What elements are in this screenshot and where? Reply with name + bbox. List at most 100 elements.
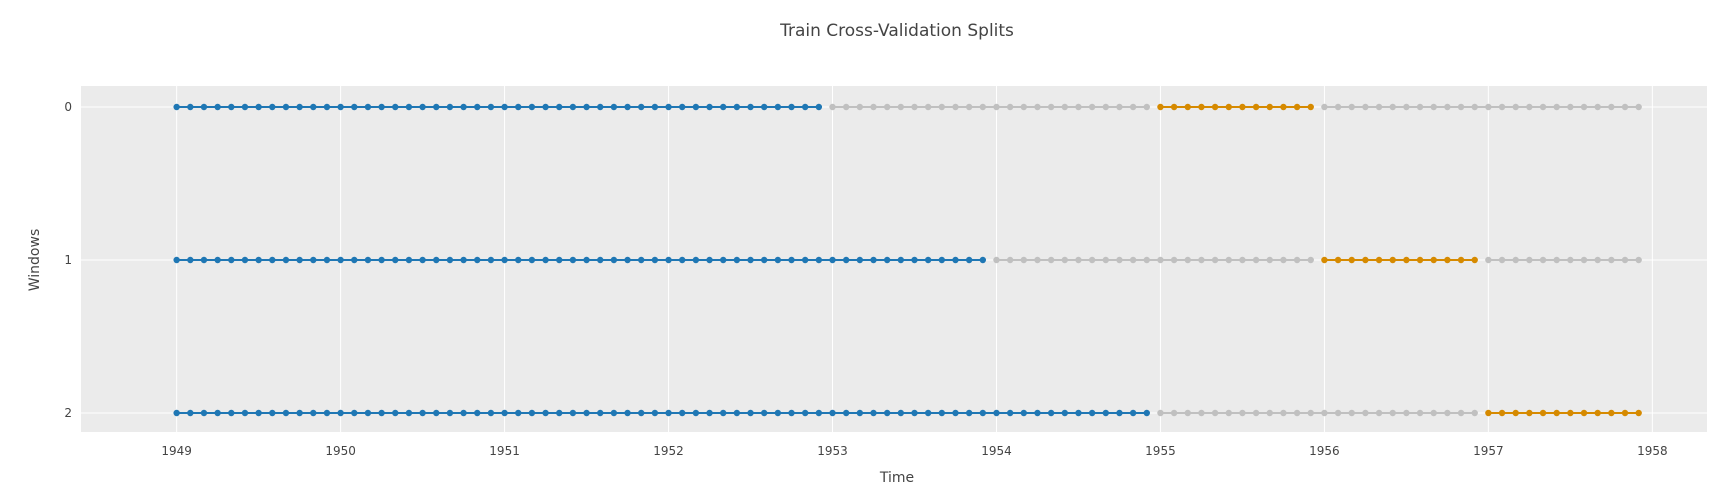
unused-point	[1047, 256, 1055, 264]
validation-point	[1307, 103, 1314, 111]
train-point	[638, 103, 645, 111]
train-point	[747, 103, 754, 111]
window-0-series	[173, 103, 1642, 111]
train-point	[1116, 409, 1123, 417]
train-point	[651, 409, 659, 417]
train-point	[720, 256, 727, 264]
train-point	[405, 256, 413, 264]
unused-point	[1321, 409, 1328, 417]
x-tick-label: 1955	[1145, 444, 1176, 458]
train-point	[528, 256, 536, 264]
validation-point	[1430, 256, 1437, 264]
train-point	[542, 409, 549, 417]
train-point	[911, 409, 918, 417]
train-point	[720, 103, 727, 111]
unused-point	[1157, 256, 1164, 264]
unused-point	[1061, 256, 1068, 264]
train-point	[651, 256, 659, 264]
train-point	[214, 256, 221, 264]
train-point	[788, 409, 795, 417]
train-point	[597, 103, 604, 111]
x-axis-ticks: 1949 1950 1951 1952 1953 1954 1955 1956 1957 1958	[161, 444, 1667, 458]
train-point	[282, 256, 290, 264]
unused-point	[1608, 256, 1615, 264]
train-point	[296, 256, 303, 264]
unused-point	[1307, 256, 1314, 264]
train-point	[774, 256, 782, 264]
unused-point	[1621, 103, 1629, 111]
train-point	[556, 409, 563, 417]
y-tick-label: 0	[64, 100, 72, 114]
unused-point	[1444, 409, 1451, 417]
train-point	[801, 103, 809, 111]
train-point	[460, 103, 467, 111]
train-point	[405, 103, 413, 111]
train-point	[583, 103, 590, 111]
train-point	[760, 256, 768, 264]
unused-point	[1567, 256, 1574, 264]
unused-point	[1362, 409, 1369, 417]
train-point	[323, 256, 331, 264]
train-point	[856, 409, 864, 417]
train-point	[870, 409, 877, 417]
train-point	[692, 256, 700, 264]
y-axis-label: Windows	[27, 229, 43, 292]
unused-point	[1635, 256, 1642, 264]
train-point	[378, 409, 385, 417]
unused-point	[829, 103, 836, 111]
train-point	[733, 103, 741, 111]
unused-point	[1034, 256, 1041, 264]
x-tick-label: 1958	[1637, 444, 1668, 458]
train-point	[720, 409, 727, 417]
validation-point	[1252, 103, 1260, 111]
y-axis-ticks: 0 1 2	[64, 100, 72, 420]
unused-point	[1403, 409, 1410, 417]
train-point	[282, 103, 290, 111]
unused-point	[1088, 256, 1096, 264]
train-point	[528, 409, 536, 417]
train-point	[569, 103, 577, 111]
train-point	[392, 103, 399, 111]
train-point	[351, 256, 358, 264]
unused-point	[1471, 103, 1478, 111]
train-point	[515, 256, 522, 264]
train-point	[446, 103, 454, 111]
unused-point	[1621, 256, 1629, 264]
validation-point	[1567, 409, 1574, 417]
unused-point	[979, 103, 987, 111]
unused-point	[1075, 103, 1082, 111]
train-point	[952, 256, 959, 264]
unused-point	[1498, 103, 1506, 111]
train-point	[911, 256, 918, 264]
validation-point	[1635, 409, 1642, 417]
train-point	[747, 256, 754, 264]
validation-point	[1293, 103, 1301, 111]
unused-point	[1457, 103, 1465, 111]
train-point	[1129, 409, 1137, 417]
train-point	[501, 409, 508, 417]
validation-point	[1594, 409, 1601, 417]
x-tick-label: 1953	[817, 444, 848, 458]
train-point	[323, 103, 331, 111]
train-point	[665, 103, 672, 111]
unused-point	[1594, 103, 1601, 111]
train-point	[1020, 409, 1028, 417]
unused-point	[993, 256, 1000, 264]
unused-point	[1512, 256, 1519, 264]
x-tick-label: 1956	[1309, 444, 1340, 458]
train-point	[528, 103, 536, 111]
train-point	[378, 103, 385, 111]
train-point	[979, 409, 987, 417]
x-tick-label: 1949	[161, 444, 192, 458]
train-point	[446, 256, 454, 264]
validation-point	[1198, 103, 1205, 111]
unused-point	[1348, 409, 1355, 417]
train-point	[747, 409, 754, 417]
train-point	[924, 409, 932, 417]
train-point	[597, 409, 604, 417]
train-point	[706, 409, 713, 417]
unused-point	[1375, 103, 1383, 111]
train-point	[815, 256, 823, 264]
chart-title: Train Cross-Validation Splits	[779, 21, 1014, 41]
train-point	[351, 103, 358, 111]
